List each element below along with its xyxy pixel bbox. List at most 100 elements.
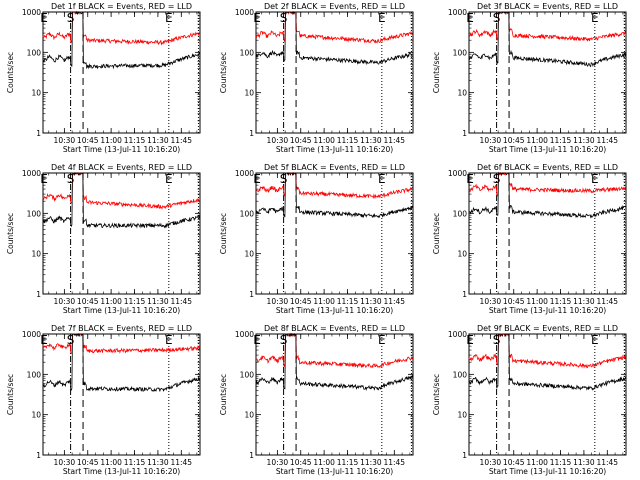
y-axis-label: Counts/sec xyxy=(219,52,228,93)
y-tick-label: 1 xyxy=(36,451,41,460)
detector-panel-6: Det 6f BLACK = Events, RED = LLD 1 10 100 10… xyxy=(432,163,627,315)
y-tick-label: 10 xyxy=(457,89,467,98)
x-tick-label: 11:45 xyxy=(596,136,618,145)
y-tick-label: 10 xyxy=(457,411,467,420)
x-tick-label: 11:15 xyxy=(550,136,572,145)
y-tick-label: 100 xyxy=(27,48,42,57)
y-tick-label: 1000 xyxy=(22,330,41,339)
y-tick-label: 1000 xyxy=(448,8,467,17)
panel-title: Det 1f BLACK = Events, RED = LLD xyxy=(51,2,192,11)
x-tick-label: 11:15 xyxy=(124,458,146,467)
x-tick-label: 11:00 xyxy=(526,458,548,467)
x-tick-label: 11:15 xyxy=(337,136,359,145)
detector-panel-1: Det 1f BLACK = Events, RED = LLD 1 10 100 10… xyxy=(6,2,201,154)
y-axis-label: Counts/sec xyxy=(6,52,15,93)
y-tick-label: 100 xyxy=(453,48,468,57)
x-tick-label: 11:45 xyxy=(383,136,405,145)
y-axis-label: Counts/sec xyxy=(432,213,441,254)
y-axis-label: Counts/sec xyxy=(6,213,15,254)
marker-label: S xyxy=(280,172,288,186)
marker-label: E xyxy=(378,172,386,186)
y-tick-label: 1000 xyxy=(235,169,254,178)
y-axis-label: Counts/sec xyxy=(432,374,441,415)
marker-label: E xyxy=(378,11,386,25)
marker-label: E xyxy=(40,11,48,25)
panel-title: Det 5f BLACK = Events, RED = LLD xyxy=(264,163,405,172)
x-tick-label: 11:00 xyxy=(313,136,335,145)
x-tick-label: 11:30 xyxy=(360,297,382,306)
events-series-line xyxy=(468,333,626,391)
y-tick-label: 10 xyxy=(244,250,254,259)
x-tick-label: 11:00 xyxy=(100,297,122,306)
x-axis-label: Start Time (13-Jul-11 10:16:20) xyxy=(276,306,393,315)
x-tick-label: 11:15 xyxy=(337,458,359,467)
x-tick-label: 10:30 xyxy=(54,458,76,467)
detector-panel-8: Det 8f BLACK = Events, RED = LLD 1 10 100 10… xyxy=(219,324,414,476)
x-tick-label: 10:30 xyxy=(480,458,502,467)
detector-panel-3: Det 3f BLACK = Events, RED = LLD 1 10 100 10… xyxy=(432,2,627,154)
y-tick-label: 10 xyxy=(457,250,467,259)
x-axis-label: Start Time (13-Jul-11 10:16:20) xyxy=(489,467,606,476)
y-tick-label: 10 xyxy=(31,250,41,259)
marker-label: E xyxy=(253,172,261,186)
lld-series-line xyxy=(468,333,626,369)
panel-title: Det 4f BLACK = Events, RED = LLD xyxy=(51,163,192,172)
y-tick-label: 100 xyxy=(240,370,255,379)
x-axis-label: Start Time (13-Jul-11 10:16:20) xyxy=(276,145,393,154)
x-tick-label: 11:15 xyxy=(337,297,359,306)
events-series-line xyxy=(42,332,200,392)
x-tick-label: 10:30 xyxy=(267,458,289,467)
marker-label: E xyxy=(165,172,173,186)
x-tick-label: 11:00 xyxy=(313,297,335,306)
events-series-line xyxy=(255,10,413,66)
x-tick-label: 11:30 xyxy=(360,458,382,467)
x-tick-label: 10:30 xyxy=(480,136,502,145)
y-tick-label: 1 xyxy=(249,129,254,138)
lld-series-line xyxy=(468,11,626,42)
y-tick-label: 1 xyxy=(36,290,41,299)
x-tick-label: 11:00 xyxy=(100,136,122,145)
x-tick-label: 11:30 xyxy=(573,297,595,306)
marker-label: S xyxy=(67,333,75,347)
plot-frame xyxy=(255,11,414,134)
x-tick-label: 11:45 xyxy=(170,136,192,145)
plot-frame xyxy=(42,172,201,295)
panel-title: Det 8f BLACK = Events, RED = LLD xyxy=(264,324,405,333)
x-tick-label: 10:30 xyxy=(267,297,289,306)
marker-label: S xyxy=(493,11,501,25)
y-tick-label: 100 xyxy=(27,370,42,379)
x-tick-label: 11:45 xyxy=(596,297,618,306)
y-tick-label: 10 xyxy=(31,89,41,98)
x-tick-label: 10:30 xyxy=(54,136,76,145)
x-tick-label: 11:30 xyxy=(573,458,595,467)
y-tick-label: 1000 xyxy=(22,8,41,17)
y-axis-label: Counts/sec xyxy=(219,213,228,254)
marker-label: E xyxy=(466,172,474,186)
x-tick-label: 11:45 xyxy=(596,458,618,467)
y-tick-label: 10 xyxy=(244,411,254,420)
panel-title: Det 7f BLACK = Events, RED = LLD xyxy=(51,324,192,333)
y-tick-label: 100 xyxy=(453,209,468,218)
lld-series-line xyxy=(256,332,413,369)
events-series-line xyxy=(42,10,200,70)
x-tick-label: 11:30 xyxy=(360,136,382,145)
x-axis-label: Start Time (13-Jul-11 10:16:20) xyxy=(489,306,606,315)
detector-panel-2: Det 2f BLACK = Events, RED = LLD 1 10 100 10… xyxy=(219,2,414,154)
marker-label: E xyxy=(165,11,173,25)
x-tick-label: 10:45 xyxy=(77,136,99,145)
plot-frame xyxy=(42,333,201,456)
marker-label: E xyxy=(253,11,261,25)
x-tick-label: 11:30 xyxy=(147,458,169,467)
marker-label: E xyxy=(378,333,386,347)
x-tick-label: 10:30 xyxy=(480,297,502,306)
x-tick-label: 10:45 xyxy=(77,297,99,306)
y-tick-label: 100 xyxy=(453,370,468,379)
x-tick-label: 10:45 xyxy=(503,136,525,145)
detector-panel-9: Det 9f BLACK = Events, RED = LLD 1 10 100 10… xyxy=(432,324,627,476)
x-tick-label: 10:45 xyxy=(503,297,525,306)
y-axis-label: Counts/sec xyxy=(219,374,228,415)
x-tick-label: 10:45 xyxy=(77,458,99,467)
lld-series-line xyxy=(42,10,200,46)
detector-panel-4: Det 4f BLACK = Events, RED = LLD 1 10 100 10… xyxy=(6,163,201,315)
lld-series-line xyxy=(256,172,413,199)
